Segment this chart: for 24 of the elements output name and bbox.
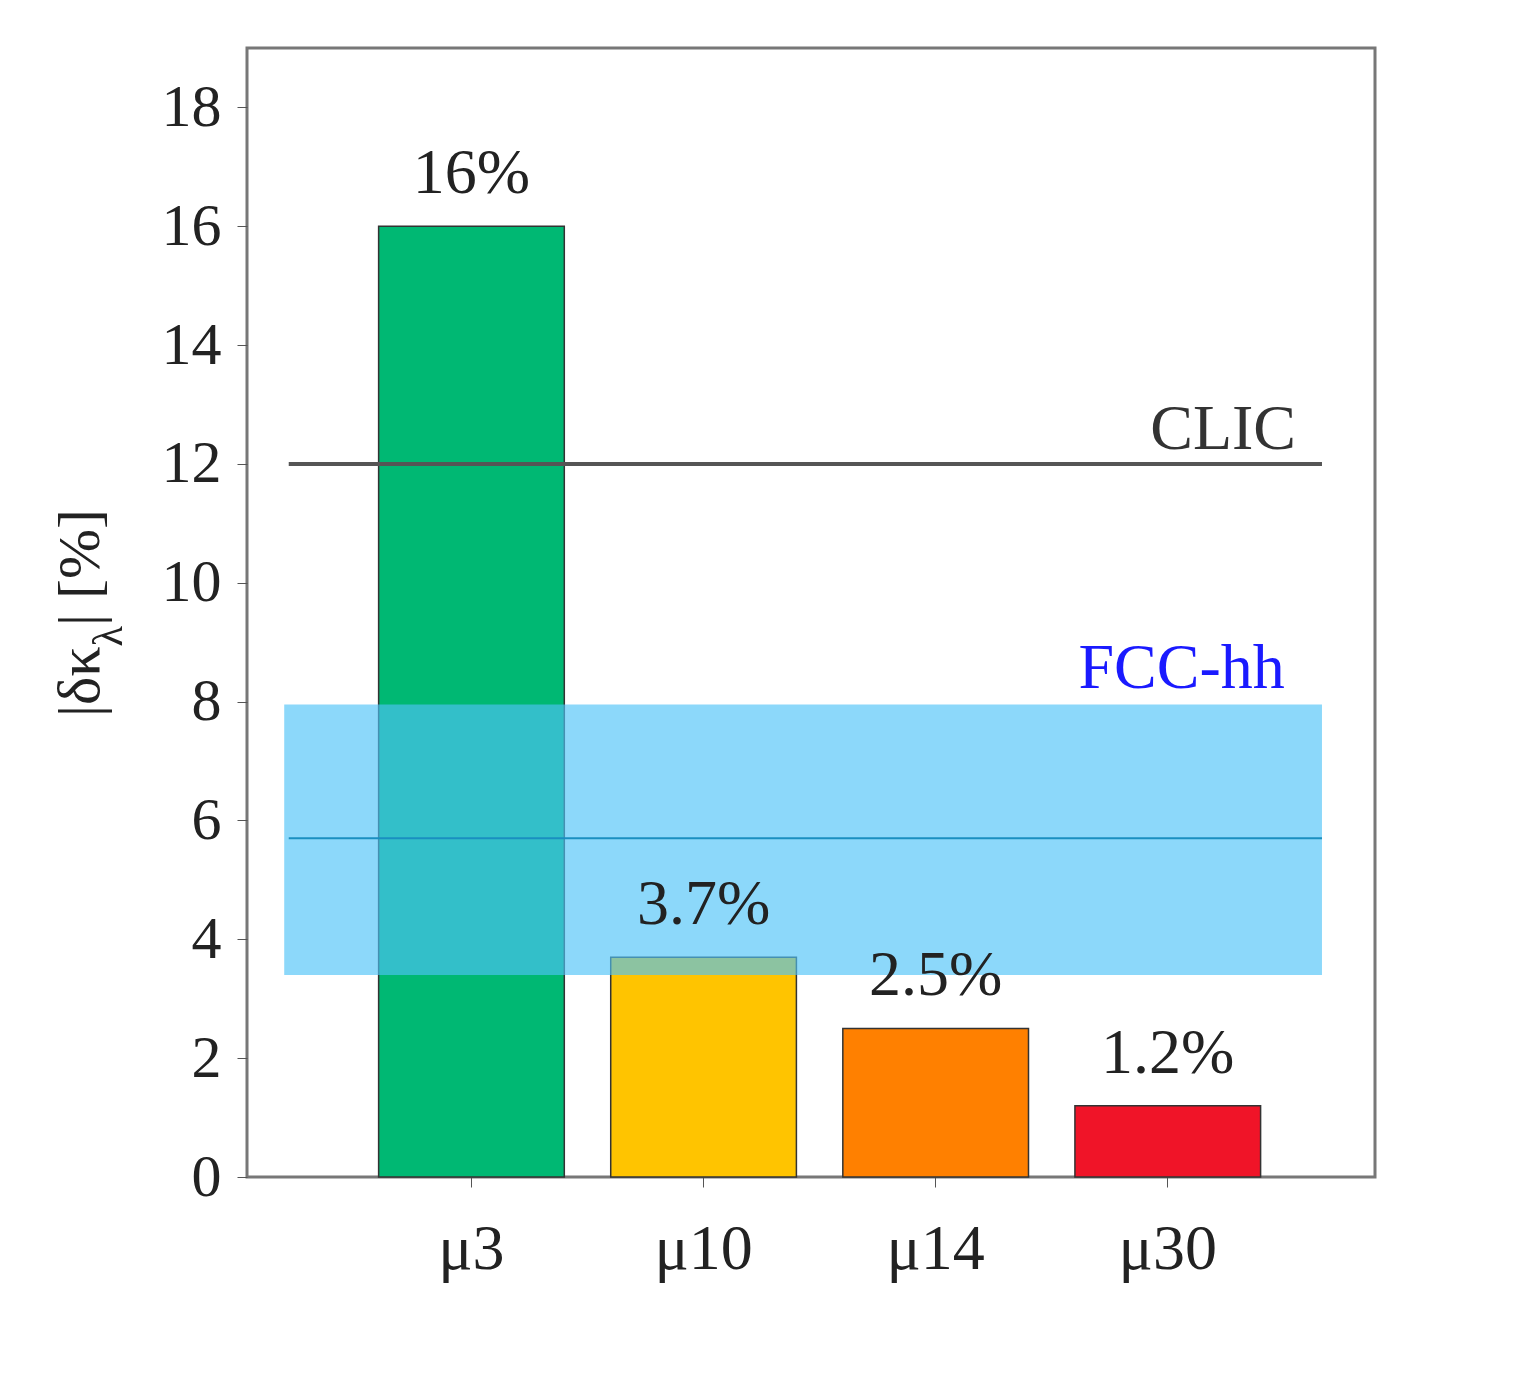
data-label: 3.7% <box>636 867 771 939</box>
bar <box>377 225 566 1178</box>
y-tick-label: 16 <box>161 191 222 258</box>
y-tick-label: 14 <box>161 310 222 377</box>
data-label: 1.2% <box>1101 1015 1235 1087</box>
y-tick-label: 6 <box>191 785 222 852</box>
x-tick-label: μ10 <box>654 1211 753 1283</box>
bar <box>1074 1104 1262 1178</box>
ref-line-label: CLIC <box>1150 391 1297 463</box>
data-label: 16% <box>412 136 531 208</box>
bar <box>842 1027 1030 1178</box>
x-tick-label: μ3 <box>438 1211 505 1283</box>
band-label: FCC-hh <box>1078 630 1285 702</box>
y-tick-label: 2 <box>191 1023 222 1090</box>
x-tick-label: μ14 <box>886 1211 985 1283</box>
data-label: 2.5% <box>869 938 1003 1010</box>
y-tick-label: 18 <box>161 72 222 139</box>
y-tick-label: 12 <box>161 429 222 496</box>
bar <box>609 956 798 1178</box>
x-tick-label: μ30 <box>1118 1211 1217 1283</box>
y-tick-label: 0 <box>191 1142 222 1209</box>
y-tick-label: 8 <box>191 667 222 734</box>
y-tick-label: 10 <box>161 548 222 615</box>
y-tick-label: 4 <box>191 904 222 971</box>
